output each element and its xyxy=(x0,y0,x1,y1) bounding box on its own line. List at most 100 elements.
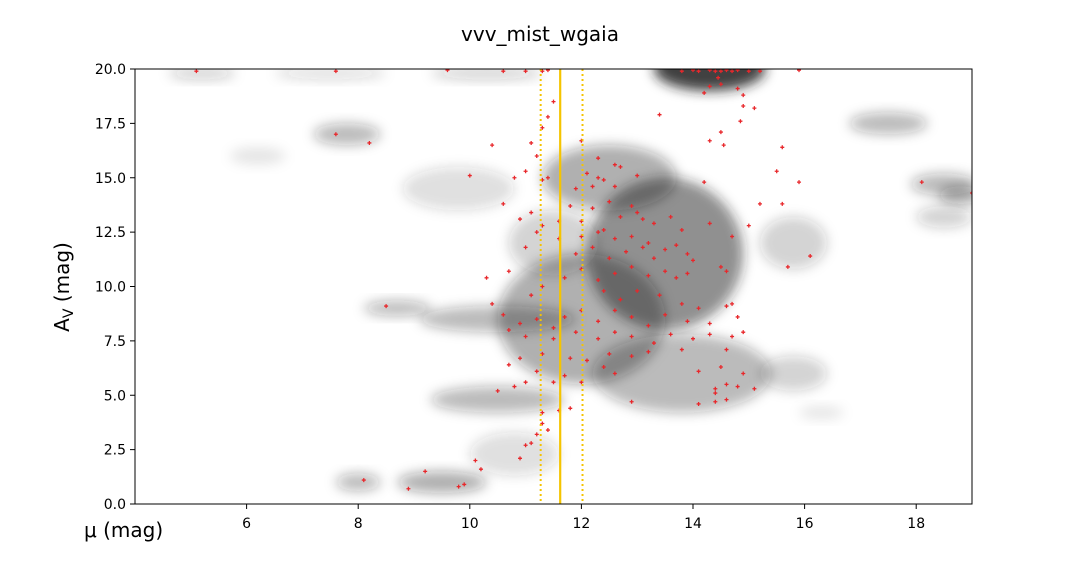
vertical-lines xyxy=(539,69,584,504)
data-point xyxy=(718,364,723,369)
data-point xyxy=(702,180,707,185)
data-point xyxy=(640,245,645,250)
data-point xyxy=(724,397,729,402)
data-point xyxy=(618,297,623,302)
data-point xyxy=(406,486,411,491)
data-point xyxy=(735,86,740,91)
data-point xyxy=(721,143,726,148)
x-tick-label: 14 xyxy=(684,516,702,532)
x-tick-label: 8 xyxy=(354,516,363,532)
data-point xyxy=(685,251,690,256)
data-point xyxy=(506,269,511,274)
data-point xyxy=(674,243,679,248)
data-point xyxy=(696,401,701,406)
data-point xyxy=(738,119,743,124)
data-point xyxy=(534,230,539,235)
data-point xyxy=(685,271,690,276)
data-point xyxy=(545,175,550,180)
data-point xyxy=(490,143,495,148)
data-point xyxy=(601,227,606,232)
data-point xyxy=(607,351,612,356)
data-point xyxy=(518,321,523,326)
data-point xyxy=(612,184,617,189)
density-blob-19 xyxy=(168,69,236,80)
data-point xyxy=(757,69,762,74)
data-point xyxy=(752,386,757,391)
data-point xyxy=(540,421,545,426)
data-point xyxy=(691,336,695,341)
y-tick-label: 0.0 xyxy=(104,497,126,513)
data-point xyxy=(367,140,372,145)
data-point xyxy=(618,214,623,219)
x-axis-label: μ (mag) xyxy=(84,518,163,542)
data-point xyxy=(534,369,539,374)
y-tick-label: 12.5 xyxy=(95,225,126,241)
y-tick-label: 20.0 xyxy=(95,62,126,78)
data-point xyxy=(596,336,601,341)
data-point xyxy=(713,399,718,404)
density-blob-8 xyxy=(335,473,381,491)
data-point xyxy=(540,351,545,356)
data-point xyxy=(523,245,528,250)
data-point xyxy=(679,69,684,74)
data-point xyxy=(702,90,707,95)
data-point xyxy=(590,206,595,211)
data-point xyxy=(573,186,578,191)
data-point xyxy=(540,410,545,415)
density-blob-21 xyxy=(430,69,543,80)
data-point xyxy=(484,275,489,280)
y-tick-label: 7.5 xyxy=(104,334,126,350)
data-point xyxy=(534,154,539,158)
data-point xyxy=(523,334,528,339)
data-point xyxy=(646,241,651,245)
data-point xyxy=(724,304,729,309)
data-point xyxy=(473,458,478,463)
data-point xyxy=(730,234,735,239)
x-tick-label: 18 xyxy=(907,516,925,532)
data-point xyxy=(445,69,450,73)
data-point xyxy=(596,230,601,235)
data-point xyxy=(518,356,523,361)
density-blob-2 xyxy=(592,334,772,413)
data-point xyxy=(467,173,472,178)
data-point xyxy=(607,256,612,261)
data-point xyxy=(573,330,578,335)
data-point xyxy=(596,319,601,324)
data-point xyxy=(741,103,746,108)
data-point xyxy=(730,334,735,339)
y-axis-label-unit: (mag) xyxy=(50,242,74,308)
data-point xyxy=(780,201,785,206)
data-point xyxy=(545,428,550,433)
data-point xyxy=(646,323,651,328)
data-point xyxy=(384,304,389,309)
data-point xyxy=(551,325,556,330)
data-point xyxy=(568,406,573,411)
x-tick-label: 16 xyxy=(796,516,814,532)
data-point xyxy=(663,247,668,252)
density-blob-11 xyxy=(229,147,286,165)
data-point xyxy=(518,217,523,222)
data-point xyxy=(551,336,556,341)
data-point xyxy=(668,214,673,219)
data-point xyxy=(679,347,684,352)
data-point xyxy=(735,69,740,73)
data-point xyxy=(746,223,751,228)
data-point xyxy=(718,130,723,135)
data-point xyxy=(696,306,701,311)
data-point xyxy=(707,138,712,143)
y-tick-label: 10.0 xyxy=(95,280,126,296)
data-point xyxy=(663,312,668,317)
data-point xyxy=(551,99,556,104)
data-point xyxy=(691,258,695,263)
data-point xyxy=(679,301,684,306)
data-point xyxy=(629,234,634,239)
data-point xyxy=(780,145,785,150)
data-point xyxy=(635,210,640,215)
data-point xyxy=(651,221,656,226)
data-point xyxy=(462,482,467,487)
data-point xyxy=(579,380,584,385)
data-point xyxy=(512,175,517,180)
density-blob-6 xyxy=(419,306,576,333)
data-point xyxy=(657,112,662,117)
